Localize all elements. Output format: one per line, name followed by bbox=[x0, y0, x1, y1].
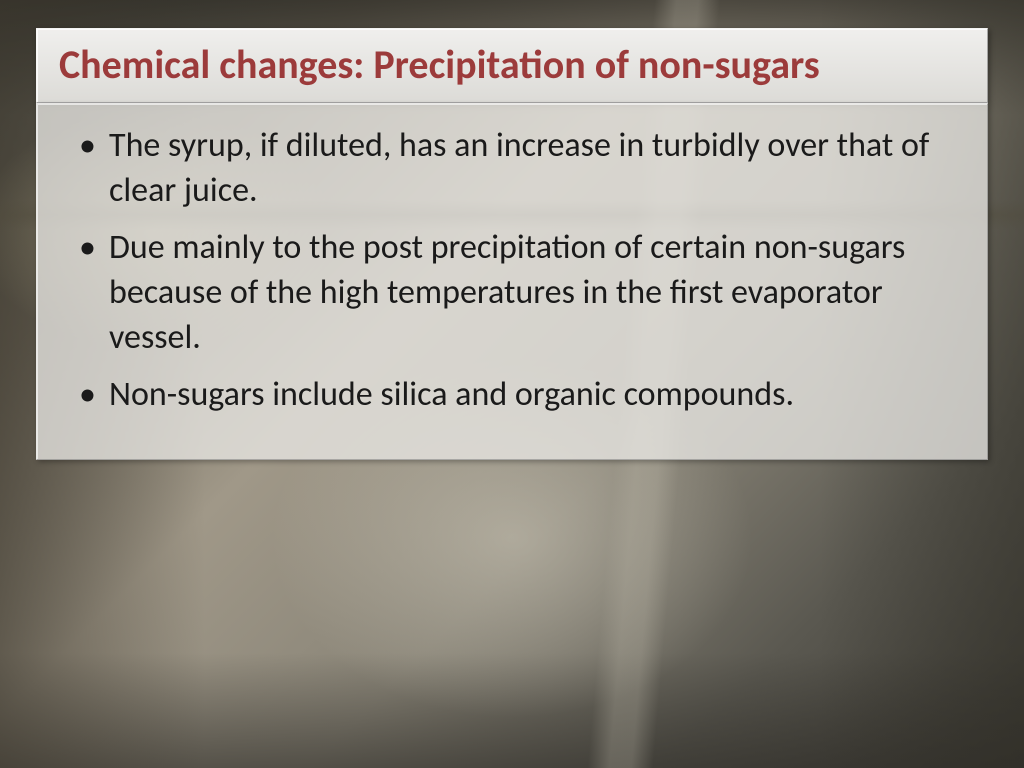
slide-content-area: Chemical changes: Precipitation of non-s… bbox=[36, 28, 988, 732]
body-container: The syrup, if diluted, has an increase i… bbox=[36, 103, 988, 460]
list-item: Due mainly to the post precipitation of … bbox=[67, 226, 957, 361]
slide-title: Chemical changes: Precipitation of non-s… bbox=[59, 41, 965, 88]
list-item: Non-sugars include silica and organic co… bbox=[67, 373, 957, 418]
list-item: The syrup, if diluted, has an increase i… bbox=[67, 124, 957, 214]
bullet-list: The syrup, if diluted, has an increase i… bbox=[67, 124, 957, 417]
title-container: Chemical changes: Precipitation of non-s… bbox=[36, 28, 988, 103]
